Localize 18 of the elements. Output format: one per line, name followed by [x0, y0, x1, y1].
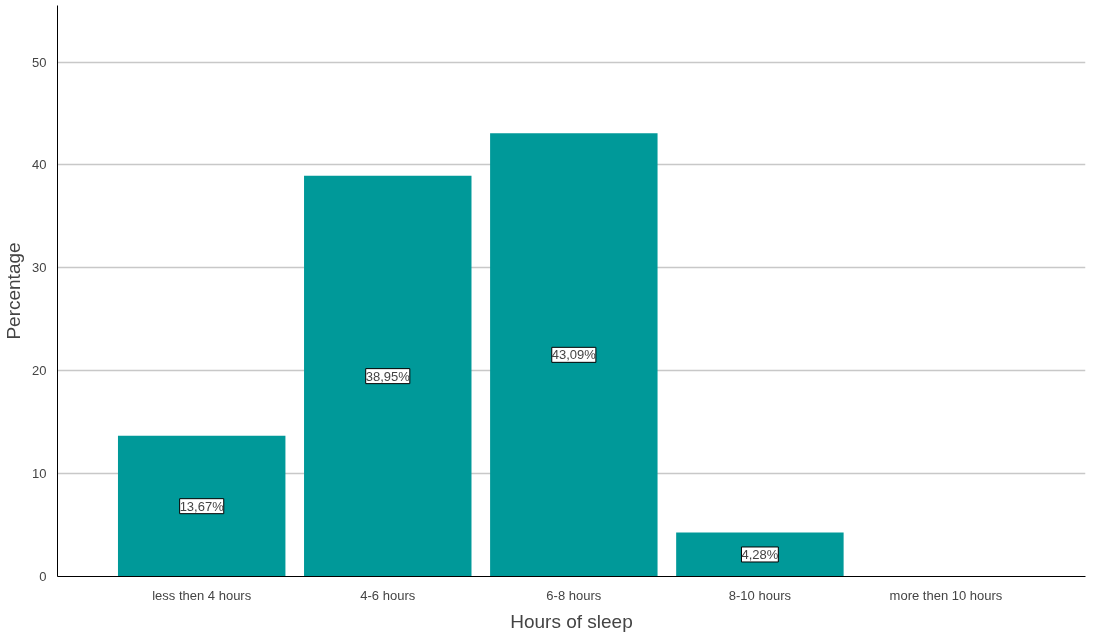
- y-tick-label: 30: [32, 260, 47, 276]
- bar: [304, 175, 472, 577]
- x-tick-label: more then 10 hours: [889, 587, 1003, 603]
- y-tick-label: 10: [32, 466, 47, 482]
- x-axis-title: Hours of sleep: [510, 610, 633, 632]
- x-tick-label: 8-10 hours: [728, 587, 792, 603]
- y-tick-label: 40: [32, 157, 47, 173]
- y-tick-label: 0: [39, 569, 47, 584]
- y-tick-label: 50: [32, 54, 47, 70]
- x-tick-label: 6-8 hours: [546, 587, 602, 603]
- x-tick-label: less then 4 hours: [152, 587, 252, 603]
- x-tick-label: 4-6 hours: [360, 587, 416, 603]
- bar: [490, 133, 658, 577]
- data-label: 38,95%: [365, 368, 411, 384]
- y-axis-title: Percentage: [3, 242, 25, 340]
- bar: [676, 532, 844, 577]
- bar: [117, 435, 286, 577]
- y-tick-label: 20: [32, 363, 47, 379]
